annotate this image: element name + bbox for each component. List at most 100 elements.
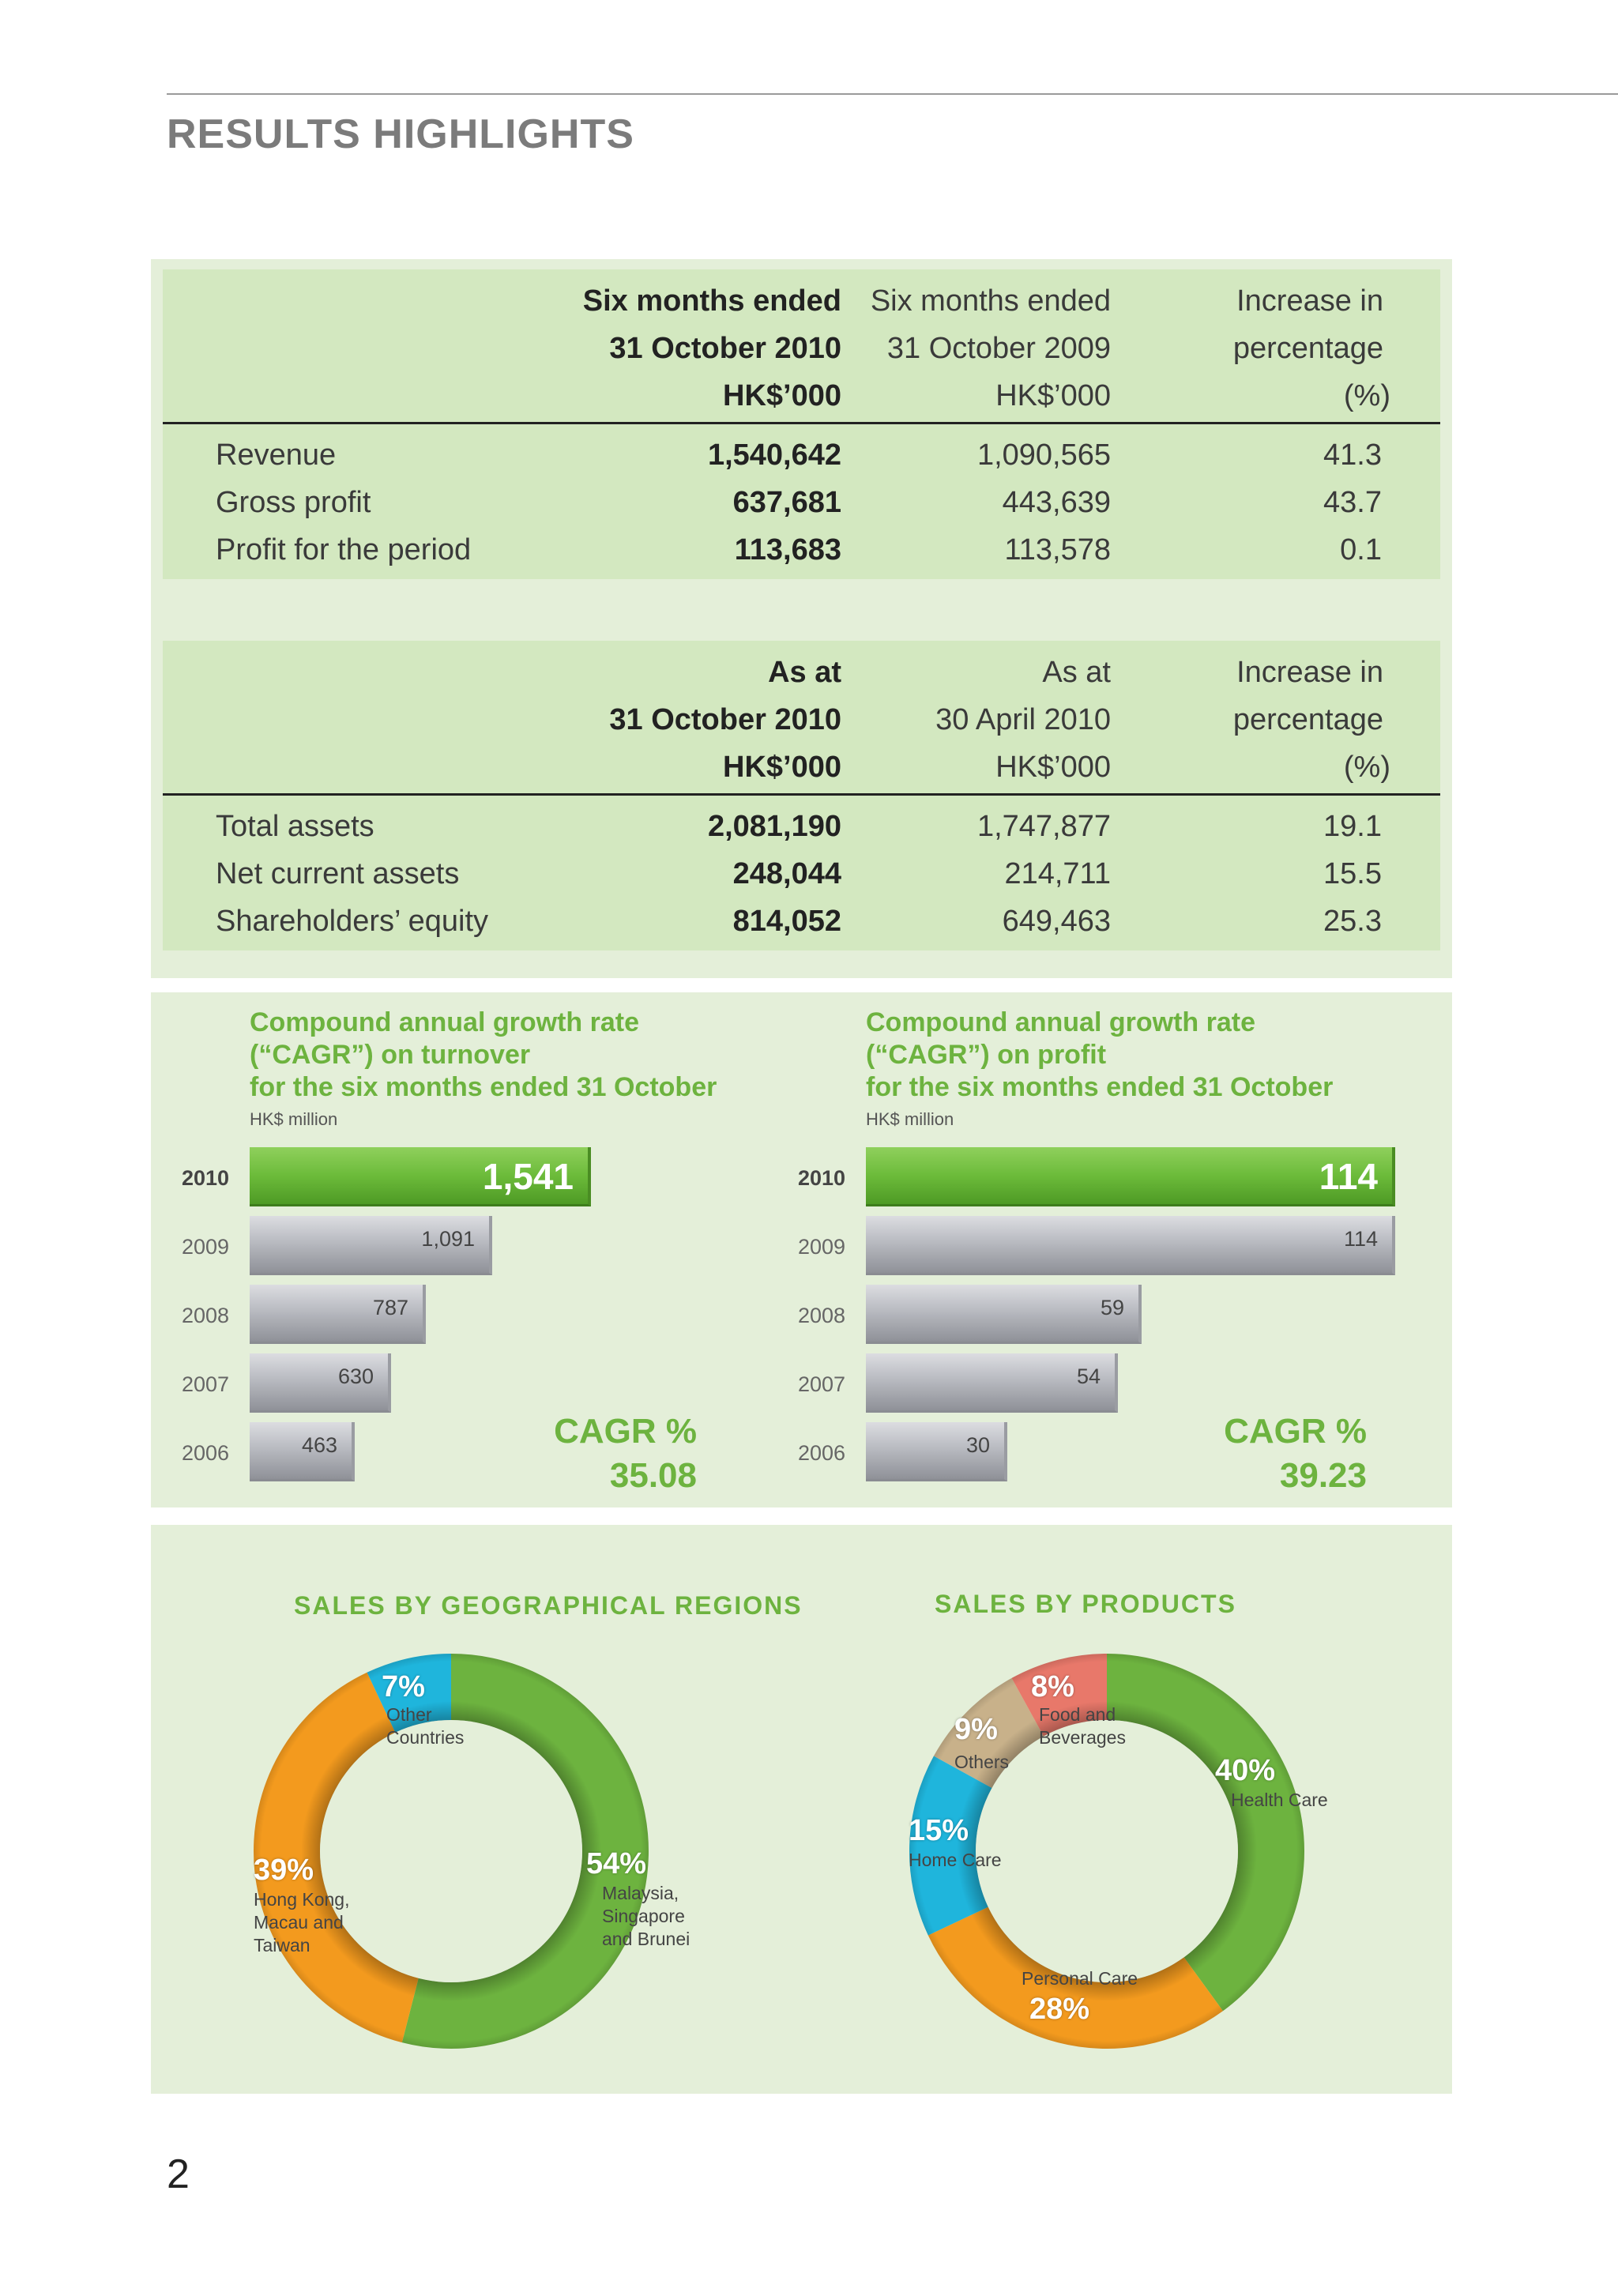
table1-row-v3: 43.7: [1323, 486, 1382, 519]
table1-h1-line2: 31 October 2010: [609, 332, 841, 365]
year-label: 2010: [798, 1166, 846, 1190]
slice-label-line: Malaysia,: [602, 1883, 679, 1903]
table2-row-v3: 15.5: [1323, 857, 1382, 890]
slice-percent: 28%: [1029, 1993, 1090, 2026]
slice-label: Malaysia, Singapore and Brunei: [602, 1882, 690, 1951]
bar-value-label: 114: [1343, 1227, 1378, 1251]
table2-row-v2: 1,747,877: [976, 810, 1111, 843]
year-label: 2009: [798, 1235, 846, 1259]
slice-percent: 39%: [254, 1854, 314, 1887]
cagr-value: 39.23: [1279, 1456, 1367, 1495]
bar-value-label: 114: [1319, 1156, 1378, 1197]
table2-h1-line1: As at: [768, 656, 841, 689]
table2-h2-line1: As at: [1042, 656, 1111, 689]
table2-row-v1: 814,052: [732, 905, 841, 938]
bar: [866, 1353, 1118, 1413]
chart-unit: HK$ million: [250, 1109, 338, 1129]
table2-h3-line2: percentage: [1232, 703, 1383, 736]
table1-row-label: Profit for the period: [216, 533, 472, 566]
donut-hole: [976, 1720, 1238, 1982]
slice-label-line: Health Care: [1231, 1790, 1328, 1810]
table2-h2-line3: HK$’000: [995, 751, 1111, 784]
slice-label: Home Care: [909, 1849, 1002, 1872]
table1-h3-line1: Increase in: [1236, 284, 1383, 318]
year-label: 2007: [182, 1372, 230, 1396]
table1-h1-line1: Six months ended: [582, 284, 841, 318]
table2-row-v3: 25.3: [1323, 905, 1382, 938]
slice-label: Food and Beverages: [1039, 1703, 1126, 1749]
year-label: 2007: [798, 1372, 846, 1396]
table1-row-label: Gross profit: [216, 486, 371, 519]
slice-label: Personal Care: [1022, 1967, 1138, 1990]
table1-row-v2: 113,578: [1004, 533, 1111, 566]
bar: [866, 1147, 1395, 1206]
slice-percent: 7%: [382, 1670, 425, 1703]
slice-label-line: Hong Kong,: [254, 1889, 350, 1910]
cagr-value: 35.08: [609, 1456, 697, 1495]
slice-label-line: Personal Care: [1022, 1968, 1138, 1989]
chart-title-line: Compound annual growth rate: [250, 1007, 639, 1037]
cagr-label: CAGR %: [1224, 1412, 1367, 1451]
cagr-label: CAGR %: [554, 1412, 697, 1451]
slice-label-line: Countries: [386, 1727, 465, 1748]
bar: [866, 1285, 1142, 1344]
slice-label: Hong Kong, Macau and Taiwan: [254, 1888, 349, 1957]
table1-h2-line2: 31 October 2009: [886, 332, 1111, 365]
slice-percent: 54%: [586, 1847, 647, 1880]
table1-row-label: Revenue: [216, 438, 337, 472]
table1-row-v1: 1,540,642: [707, 438, 841, 472]
bar-value-label: 463: [301, 1433, 337, 1457]
bar-value-label: 630: [337, 1364, 374, 1388]
chart-title-line: Compound annual growth rate: [866, 1007, 1255, 1037]
slice-label-line: Taiwan: [254, 1935, 310, 1955]
chart-title-line: for the six months ended 31 October: [250, 1072, 717, 1102]
chart-title-line: (“CAGR”) on profit: [866, 1040, 1107, 1070]
year-label: 2006: [798, 1441, 846, 1465]
table2-row-label: Net current assets: [216, 857, 460, 890]
table2-header-rule: [163, 793, 1440, 796]
table1-header-rule: [163, 422, 1440, 424]
table1-h1-line3: HK$’000: [723, 379, 841, 412]
year-label: 2008: [182, 1304, 230, 1327]
chart-title-line: for the six months ended 31 October: [866, 1072, 1334, 1102]
slice-label-line: Beverages: [1039, 1727, 1126, 1748]
table1-row-v1: 113,683: [734, 533, 841, 566]
slice-percent: 15%: [909, 1814, 969, 1847]
page-number: 2: [167, 2151, 190, 2197]
table1-row-v1: 637,681: [732, 486, 841, 519]
table2-h1-line2: 31 October 2010: [609, 703, 841, 736]
bar: [250, 1422, 355, 1481]
table2-row-v1: 248,044: [732, 857, 841, 890]
table1-row-v3: 0.1: [1340, 533, 1382, 566]
slice-label-line: Macau and: [254, 1912, 344, 1933]
slice-label-line: Home Care: [909, 1850, 1002, 1870]
slice-percent: 8%: [1031, 1670, 1074, 1703]
table2-box: [163, 641, 1440, 950]
slice-label-line: Other: [386, 1704, 432, 1725]
bar-value-label: 1,541: [482, 1156, 574, 1197]
slice-percent: 9%: [954, 1713, 998, 1746]
regions-donut: [254, 1654, 649, 2049]
bar: [250, 1147, 591, 1206]
pie-title-products: SALES BY PRODUCTS: [935, 1590, 1236, 1618]
table2-row-v3: 19.1: [1323, 810, 1382, 843]
slice-label-line: Singapore: [602, 1906, 685, 1926]
products-donut: [909, 1654, 1304, 2049]
table1-h2-line1: Six months ended: [870, 284, 1111, 318]
year-label: 2010: [182, 1166, 230, 1190]
chart-title: Compound annual growth rate (“CAGR”) on …: [250, 1007, 717, 1104]
chart-title-line: (“CAGR”) on turnover: [250, 1040, 531, 1070]
slice-label: Others: [954, 1751, 1009, 1774]
table2-row-v2: 214,711: [1004, 857, 1111, 890]
bar-value-label: 54: [1076, 1364, 1101, 1388]
bar-value-label: 787: [372, 1296, 408, 1319]
bar: [866, 1422, 1007, 1481]
bar: [250, 1216, 492, 1275]
table2-h3-line3: (%): [1343, 751, 1390, 784]
table1-row-v2: 1,090,565: [976, 438, 1111, 472]
table2-row-v1: 2,081,190: [707, 810, 841, 843]
table1-row-v2: 443,639: [1002, 486, 1111, 519]
slice-label-line: Food and: [1039, 1704, 1116, 1725]
year-label: 2008: [798, 1304, 846, 1327]
bar: [250, 1285, 426, 1344]
